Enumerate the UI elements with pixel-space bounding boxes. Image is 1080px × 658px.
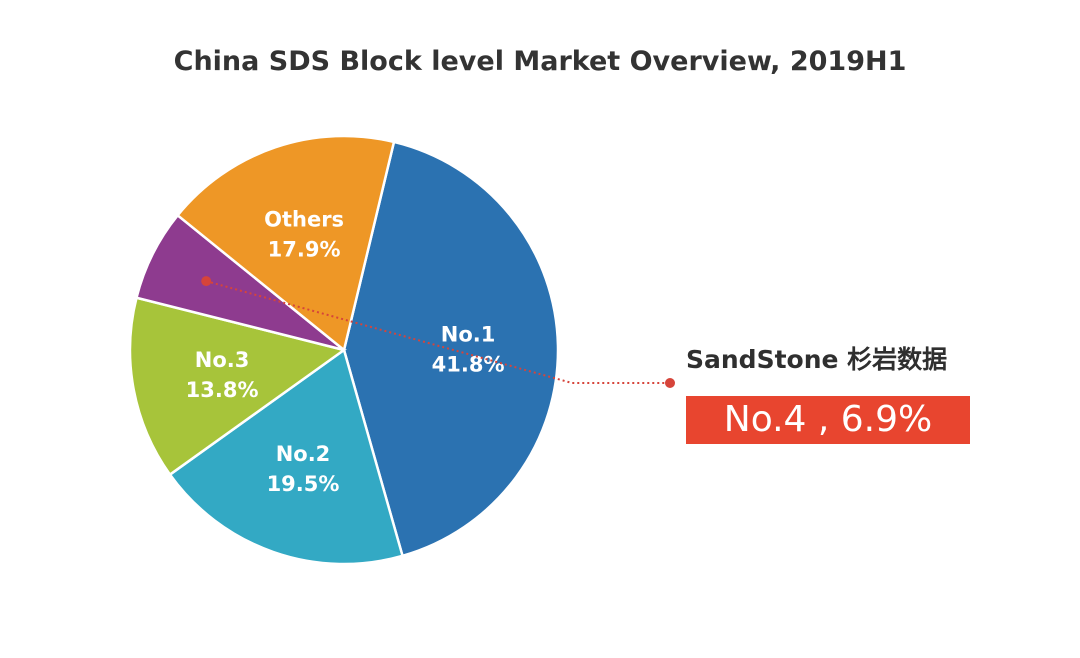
pie-slice-no-2 xyxy=(168,347,405,566)
pie-slice-no-1 xyxy=(342,140,560,558)
callout-leader-start-dot xyxy=(201,276,212,287)
slice-labels: No.1 41.8% No.2 19.5% No.3 13.8% Others 17.9% xyxy=(186,208,505,497)
slice-label-no-1-value: 41.8% xyxy=(432,352,505,376)
pie-slices xyxy=(128,134,560,566)
slice-label-others-value: 17.9% xyxy=(268,238,341,262)
callout-leader-end-dot xyxy=(665,378,675,388)
slice-label-no-2-name: No.2 xyxy=(276,442,331,466)
slice-label-no-3-value: 13.8% xyxy=(186,378,259,402)
callout-brand-label: SandStone 杉岩数据 xyxy=(686,345,948,374)
chart-title: China SDS Block level Market Overview, 2… xyxy=(173,46,907,77)
pie-slice-no-3 xyxy=(128,296,347,477)
slice-label-no-1-name: No.1 xyxy=(441,322,496,346)
slice-label-no-2-value: 19.5% xyxy=(267,472,340,496)
callout-value-box: No.4 , 6.9% xyxy=(686,396,970,444)
callout-leader-line xyxy=(205,280,670,384)
pie-slice-others xyxy=(175,134,396,353)
slice-label-no-3-name: No.3 xyxy=(195,348,250,372)
callout-leader xyxy=(201,276,675,388)
slice-label-others-name: Others xyxy=(264,208,344,232)
